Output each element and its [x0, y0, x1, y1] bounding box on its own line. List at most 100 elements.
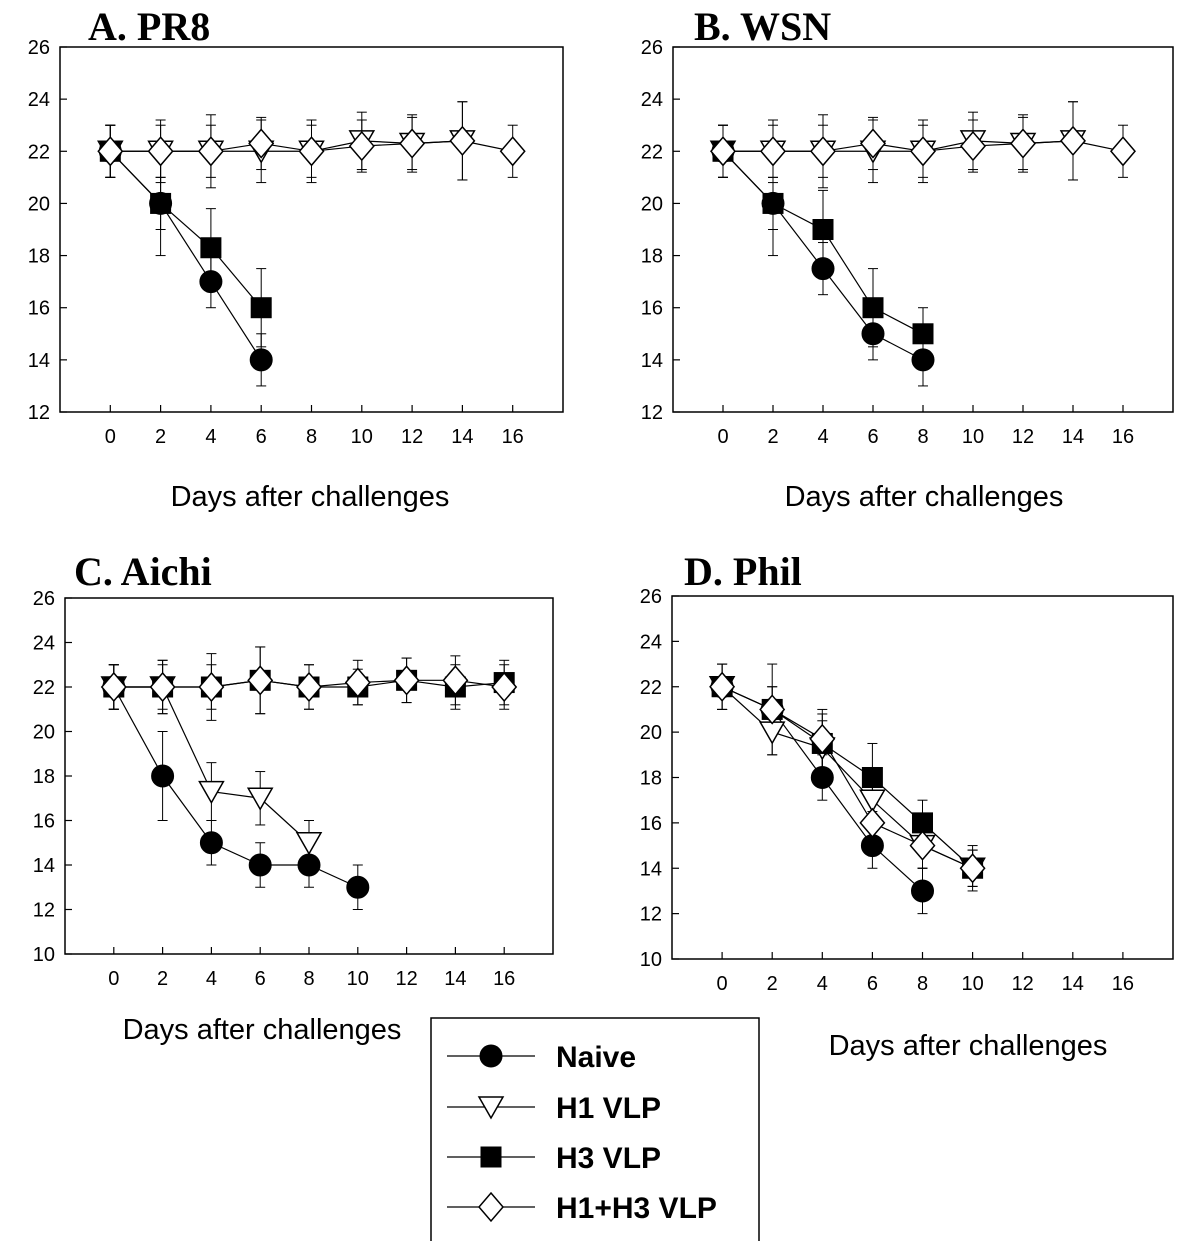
- x-tick-label: 16: [502, 426, 524, 448]
- x-tick-label: 0: [717, 426, 728, 448]
- x-tick-label: 8: [306, 426, 317, 448]
- legend-marker-diamond: [479, 1193, 503, 1221]
- series-line: [722, 687, 973, 869]
- y-tick-label: 20: [33, 722, 55, 744]
- x-tick-label: 14: [444, 968, 466, 990]
- x-tick-label: 14: [1062, 973, 1084, 995]
- series-line: [110, 151, 261, 307]
- x-tick-label: 0: [717, 973, 728, 995]
- x-tick-label: 6: [256, 426, 267, 448]
- series-line: [722, 687, 973, 869]
- y-tick-label: 10: [33, 944, 55, 966]
- x-tick-label: 2: [157, 968, 168, 990]
- plot-frame: [60, 47, 563, 412]
- y-tick-label: 20: [640, 722, 662, 744]
- panel-title: B. WSN: [694, 4, 831, 49]
- y-tick-label: 24: [33, 633, 55, 655]
- legend-marker-square: [481, 1147, 501, 1167]
- data-point-circle: [250, 349, 272, 371]
- x-tick-label: 8: [303, 968, 314, 990]
- data-point-square: [763, 193, 783, 213]
- data-point-square: [913, 324, 933, 344]
- x-tick-label: 14: [451, 426, 473, 448]
- x-tick-label: 6: [867, 426, 878, 448]
- data-point-circle: [200, 271, 222, 293]
- x-axis-label: Days after challenges: [785, 481, 1064, 513]
- y-tick-label: 24: [28, 89, 50, 111]
- data-point-square: [913, 813, 933, 833]
- data-point-triangle-down: [199, 782, 223, 803]
- legend-entry: Naive: [447, 1041, 636, 1074]
- legend-entry: H3 VLP: [447, 1142, 661, 1175]
- x-tick-label: 10: [347, 968, 369, 990]
- y-tick-label: 18: [33, 766, 55, 788]
- y-tick-label: 22: [641, 141, 663, 163]
- x-tick-label: 12: [401, 426, 423, 448]
- panel-title: D. Phil: [684, 549, 802, 594]
- x-tick-label: 2: [767, 973, 778, 995]
- y-tick-label: 22: [640, 677, 662, 699]
- data-point-square: [201, 238, 221, 258]
- y-tick-label: 14: [640, 858, 662, 880]
- data-point-triangle-down: [297, 833, 321, 854]
- data-point-square: [251, 298, 271, 318]
- y-tick-label: 20: [28, 193, 50, 215]
- y-tick-label: 18: [640, 768, 662, 790]
- data-point-circle: [862, 323, 884, 345]
- series-h3-vlp: [717, 664, 978, 891]
- x-tick-label: 4: [206, 968, 217, 990]
- series-naive: [109, 665, 363, 910]
- legend-entry: H1+H3 VLP: [447, 1192, 717, 1225]
- y-tick-label: 12: [28, 402, 50, 424]
- x-axis-label: Days after challenges: [829, 1030, 1108, 1062]
- y-tick-label: 14: [33, 855, 55, 877]
- x-tick-label: 4: [817, 973, 828, 995]
- data-point-circle: [912, 880, 934, 902]
- plot-frame: [65, 598, 553, 954]
- x-tick-label: 16: [1112, 973, 1134, 995]
- legend-entry: H1 VLP: [447, 1092, 661, 1125]
- data-point-circle: [347, 876, 369, 898]
- x-tick-label: 10: [962, 426, 984, 448]
- x-tick-label: 14: [1062, 426, 1084, 448]
- series-naive: [105, 125, 266, 386]
- data-point-diamond: [1111, 137, 1135, 165]
- y-tick-label: 16: [641, 298, 663, 320]
- x-axis-label: Days after challenges: [123, 1014, 402, 1046]
- y-tick-label: 20: [641, 193, 663, 215]
- x-tick-label: 12: [1012, 973, 1034, 995]
- y-tick-label: 26: [641, 37, 663, 59]
- series-line: [722, 687, 973, 869]
- data-point-square: [813, 220, 833, 240]
- data-point-diamond: [861, 129, 885, 157]
- data-point-circle: [249, 854, 271, 876]
- x-tick-label: 0: [108, 968, 119, 990]
- legend-label: H3 VLP: [556, 1142, 661, 1175]
- x-tick-label: 6: [867, 973, 878, 995]
- x-tick-label: 16: [1112, 426, 1134, 448]
- y-tick-label: 10: [640, 949, 662, 971]
- x-tick-label: 6: [255, 968, 266, 990]
- series-h1-h3-vlp: [717, 664, 978, 886]
- y-tick-label: 14: [641, 350, 663, 372]
- data-point-triangle-down: [760, 722, 784, 743]
- legend-label: H1 VLP: [556, 1092, 661, 1125]
- series-h3-vlp: [105, 125, 266, 347]
- legend: Naive H1 VLP H3 VLP H1+H3 VLP: [431, 1018, 759, 1241]
- y-tick-label: 26: [640, 586, 662, 608]
- data-point-diamond: [501, 137, 525, 165]
- x-tick-label: 2: [155, 426, 166, 448]
- series-line: [114, 687, 358, 887]
- y-tick-label: 24: [641, 89, 663, 111]
- y-tick-label: 12: [33, 900, 55, 922]
- data-point-circle: [811, 767, 833, 789]
- x-tick-label: 4: [817, 426, 828, 448]
- y-tick-label: 18: [28, 246, 50, 268]
- data-point-square: [151, 193, 171, 213]
- data-point-diamond: [860, 809, 884, 837]
- y-tick-label: 12: [641, 402, 663, 424]
